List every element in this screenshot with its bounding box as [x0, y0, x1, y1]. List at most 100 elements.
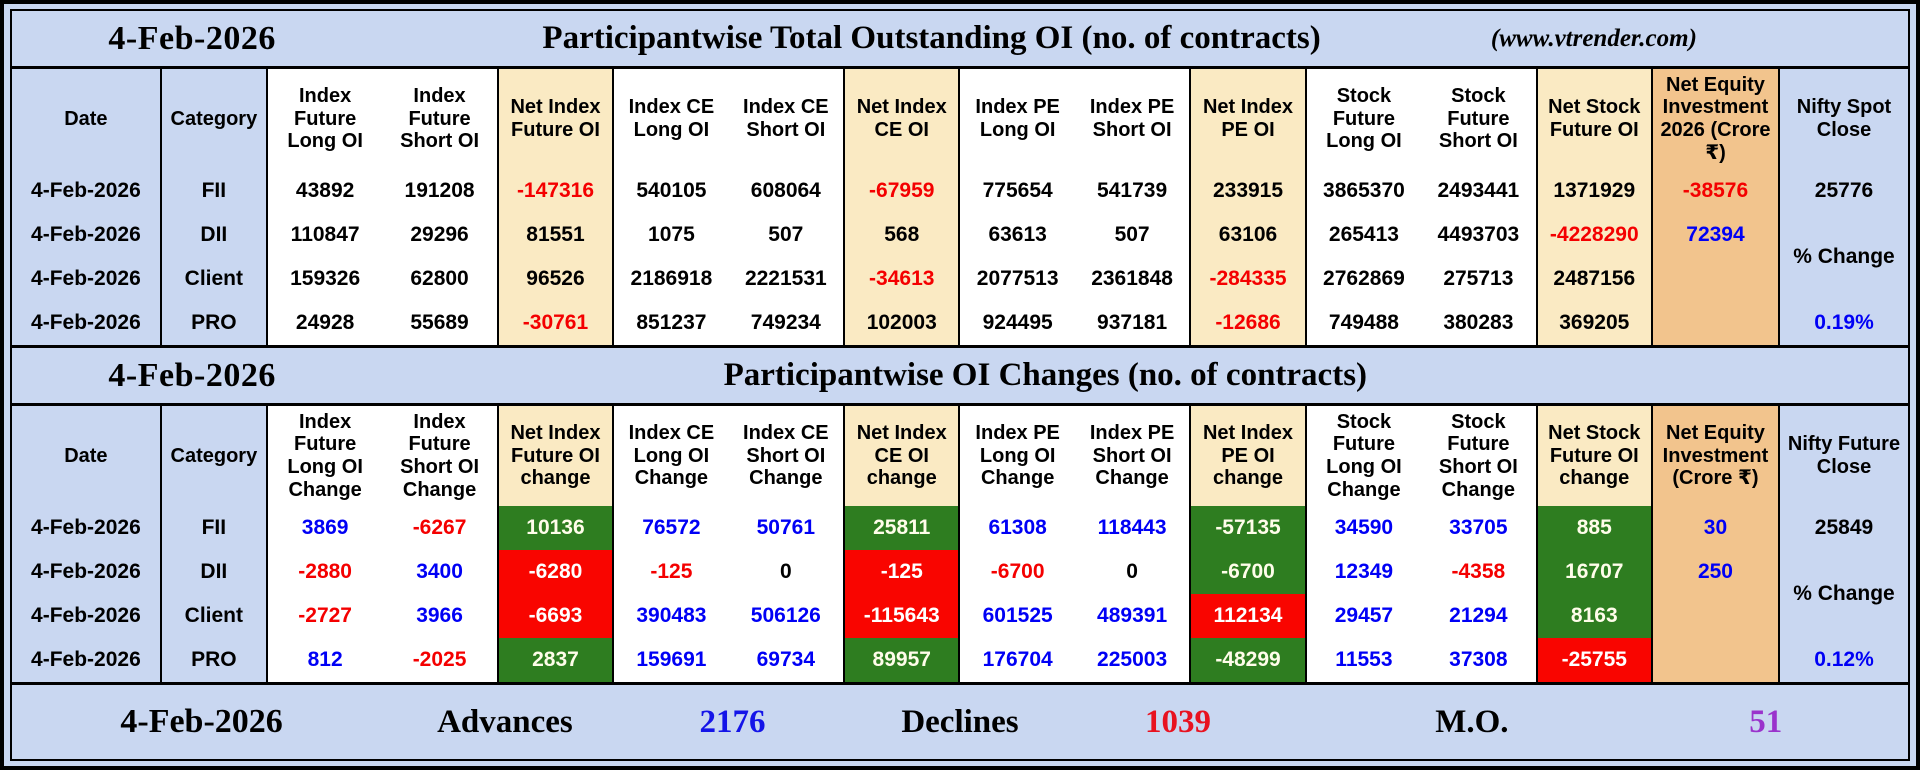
- value-cell: 601525: [958, 594, 1075, 638]
- value-cell: 159691: [612, 638, 729, 682]
- date-cell: 4-Feb-2026: [12, 169, 161, 213]
- site-link[interactable]: (www.vtrender.com): [1490, 24, 1697, 52]
- column-header: Net Equity Investment (Crore ₹): [1650, 406, 1779, 506]
- equity-empty-cell: [1650, 594, 1779, 682]
- oi-changes-title-bar: 4-Feb-2026 Participantwise OI Changes (n…: [12, 348, 1908, 406]
- nifty-close-cell: 25849: [1777, 506, 1908, 550]
- report-date: 4-Feb-2026: [108, 356, 276, 394]
- net-value-cell: 96526: [496, 257, 614, 301]
- value-cell: 924495: [958, 301, 1075, 345]
- value-cell: 11553: [1304, 638, 1422, 682]
- net-value-cell: 16707: [1535, 550, 1652, 594]
- value-cell: 12349: [1304, 550, 1422, 594]
- equity-value-cell: -38576: [1650, 169, 1779, 213]
- value-cell: 3400: [382, 550, 498, 594]
- column-header: Index CE Long OI Change: [612, 406, 729, 506]
- value-cell: 541739: [1074, 169, 1191, 213]
- equity-empty-cell: [1650, 257, 1779, 345]
- value-cell: -2880: [265, 550, 383, 594]
- advances-label: Advances: [437, 703, 573, 740]
- column-header: Nifty Future Close: [1777, 406, 1908, 506]
- column-header: Index Future Long OI Change: [265, 406, 383, 506]
- net-value-cell: -6280: [496, 550, 614, 594]
- column-header: Net Index PE OI change: [1189, 406, 1306, 506]
- value-cell: 118443: [1074, 506, 1191, 550]
- outstanding-oi-section: Date Category Index Future Long OI Index Fu…: [12, 69, 1908, 348]
- outstanding-oi-table: Date Category Index Future Long OI Index Fu…: [12, 69, 1908, 345]
- net-value-cell: 1371929: [1535, 169, 1652, 213]
- value-cell: 29457: [1304, 594, 1422, 638]
- report-date: 4-Feb-2026: [108, 19, 276, 57]
- value-cell: 812: [265, 638, 383, 682]
- column-header: Index Future Long OI: [265, 69, 383, 169]
- pct-change-value-cell: 0.12%: [1777, 638, 1908, 682]
- value-cell: -6267: [382, 506, 498, 550]
- net-value-cell: 568: [843, 213, 960, 257]
- value-cell: 2221531: [728, 257, 845, 301]
- value-cell: -2727: [265, 594, 383, 638]
- value-cell: 775654: [958, 169, 1075, 213]
- value-cell: 937181: [1074, 301, 1191, 345]
- value-cell: 3966: [382, 594, 498, 638]
- advances-value: 2176: [699, 703, 766, 740]
- net-value-cell: -12686: [1189, 301, 1306, 345]
- market-summary-bar: 4-Feb-2026 Advances 2176 Declines 1039 M…: [12, 685, 1908, 759]
- net-value-cell: -6693: [496, 594, 614, 638]
- table-row: 4-Feb-2026 PRO 812 -2025 2837 159691 69734 8995…: [12, 638, 1908, 682]
- value-cell: 2762869: [1304, 257, 1422, 301]
- value-cell: 62800: [382, 257, 498, 301]
- table-row: 4-Feb-2026 FII 3869 -6267 10136 76572 50761 258…: [12, 506, 1908, 550]
- value-cell: 159326: [265, 257, 383, 301]
- oi-changes-title: Participantwise OI Changes (no. of contr…: [723, 357, 1368, 393]
- value-cell: 265413: [1304, 213, 1422, 257]
- column-header: Net Index Future OI: [496, 69, 614, 169]
- declines-label: Declines: [901, 703, 1019, 740]
- report-date: 4-Feb-2026: [120, 703, 283, 740]
- pct-change-label-cell: % Change: [1777, 550, 1908, 638]
- category-cell: PRO: [159, 638, 267, 682]
- table-row: 4-Feb-2026 Client -2727 3966 -6693 390483 5061…: [12, 594, 1908, 682]
- column-header: Nifty Spot Close: [1777, 69, 1908, 169]
- category-cell: Client: [159, 257, 267, 301]
- value-cell: 50761: [728, 506, 845, 550]
- column-header: Index PE Long OI Change: [958, 406, 1075, 506]
- value-cell: 2186918: [612, 257, 729, 301]
- value-cell: -125: [612, 550, 729, 594]
- table-row: 4-Feb-2026 FII 43892 191208 -147316 540105 608…: [12, 169, 1908, 213]
- header-row: Date Category Index Future Long OI Change I…: [12, 406, 1908, 506]
- column-header: Index PE Long OI: [958, 69, 1075, 169]
- net-value-cell: 233915: [1189, 169, 1306, 213]
- net-value-cell: 885: [1535, 506, 1652, 550]
- column-header: Category: [159, 406, 267, 506]
- column-header: Date: [12, 406, 161, 506]
- value-cell: 63613: [958, 213, 1075, 257]
- value-cell: 3869: [265, 506, 383, 550]
- value-cell: 191208: [382, 169, 498, 213]
- net-value-cell: -6700: [1189, 550, 1306, 594]
- net-value-cell: -34613: [843, 257, 960, 301]
- value-cell: 33705: [1421, 506, 1537, 550]
- net-value-cell: 2837: [496, 638, 614, 682]
- value-cell: 608064: [728, 169, 845, 213]
- value-cell: 69734: [728, 638, 845, 682]
- column-header: Category: [159, 69, 267, 169]
- value-cell: 110847: [265, 213, 383, 257]
- column-header: Net Stock Future OI: [1535, 69, 1652, 169]
- column-header: Index CE Short OI: [728, 69, 845, 169]
- net-value-cell: -30761: [496, 301, 614, 345]
- mo-value: 51: [1749, 703, 1783, 740]
- net-value-cell: 89957: [843, 638, 960, 682]
- column-header: Index PE Short OI: [1074, 69, 1191, 169]
- net-value-cell: -4228290: [1535, 213, 1652, 257]
- category-cell: PRO: [159, 301, 267, 345]
- column-header: Stock Future Short OI: [1421, 69, 1537, 169]
- column-header: Net Index CE OI change: [843, 406, 960, 506]
- date-cell: 4-Feb-2026: [12, 550, 161, 594]
- value-cell: 749488: [1304, 301, 1422, 345]
- value-cell: 489391: [1074, 594, 1191, 638]
- net-value-cell: -25755: [1535, 638, 1652, 682]
- column-header: Index CE Short OI Change: [728, 406, 845, 506]
- net-value-cell: -147316: [496, 169, 614, 213]
- date-cell: 4-Feb-2026: [12, 257, 161, 301]
